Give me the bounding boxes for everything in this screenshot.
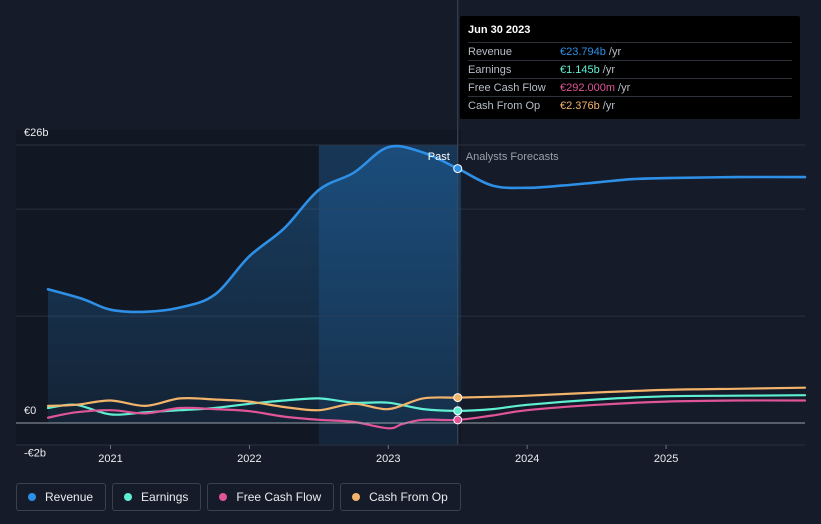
y-tick-label: €26b (24, 127, 48, 139)
tooltip-unit: /yr (602, 99, 615, 112)
x-tick-label: 2025 (654, 453, 678, 465)
revenue-marker (453, 164, 463, 174)
tooltip-label: Free Cash Flow (468, 81, 546, 94)
tooltip-date: Jun 30 2023 (468, 24, 531, 36)
tooltip-row-cash-from-op: Cash From Op €2.376b /yr (468, 96, 792, 114)
tooltip-row-earnings: Earnings €1.145b /yr (468, 60, 792, 78)
tooltip-unit: /yr (618, 81, 631, 94)
revenue-dot-icon (28, 493, 36, 501)
x-tick-label: 2021 (98, 453, 122, 465)
x-tick-label: 2022 (237, 453, 261, 465)
forecast-label: Analysts Forecasts (466, 151, 559, 163)
tooltip-value: €1.145b (560, 63, 600, 76)
legend-label: Cash From Op (369, 490, 448, 504)
tooltip-value: €292.000m (560, 81, 616, 94)
cash-from-op-line (46, 386, 807, 412)
y-tick-label: -€2b (24, 447, 46, 459)
tooltip-value: €2.376b (560, 99, 600, 112)
legend-free-cash-flow[interactable]: Free Cash Flow (207, 483, 335, 511)
tooltip-row-revenue: Revenue €23.794b /yr (468, 42, 792, 60)
legend-earnings[interactable]: Earnings (112, 483, 202, 511)
earnings-marker (453, 406, 463, 416)
x-tick-label: 2024 (515, 453, 539, 465)
revenue-line (46, 144, 807, 314)
tooltip-label: Revenue (468, 45, 513, 58)
past-label: Past (428, 151, 450, 163)
free-cash-flow-line (46, 399, 807, 430)
tooltip-label: Cash From Op (468, 99, 541, 112)
free-cash-flow-marker (453, 415, 463, 425)
x-tick-label: 2023 (376, 453, 400, 465)
legend-label: Revenue (45, 490, 94, 504)
tooltip-row-free-cash-flow: Free Cash Flow €292.000m /yr (468, 78, 792, 96)
revenue-area (48, 146, 461, 423)
legend-label: Free Cash Flow (236, 490, 322, 504)
y-tick-label: €0 (24, 405, 36, 417)
cash-from-op-dot-icon (352, 493, 361, 501)
free-cash-flow-dot-icon (219, 493, 228, 501)
financial-chart: 2021 2022 2023 2024 2025 €26b €0 -€2b Past Ana… (16, 0, 807, 465)
legend: Revenue Earnings Free Cash Flow Cash Fro… (16, 483, 461, 511)
earnings-dot-icon (124, 493, 133, 501)
tooltip-unit: /yr (608, 45, 622, 58)
legend-revenue[interactable]: Revenue (16, 483, 107, 511)
tooltip-unit: /yr (602, 63, 615, 76)
cash-from-op-marker (453, 393, 463, 403)
tooltip-value: €23.794b (560, 45, 606, 58)
legend-label: Earnings (141, 490, 189, 504)
legend-cash-from-op[interactable]: Cash From Op (340, 483, 461, 511)
tooltip-label: Earnings (468, 63, 512, 76)
tooltip: Jun 30 2023 Revenue €23.794b /yr Earning… (460, 16, 800, 119)
